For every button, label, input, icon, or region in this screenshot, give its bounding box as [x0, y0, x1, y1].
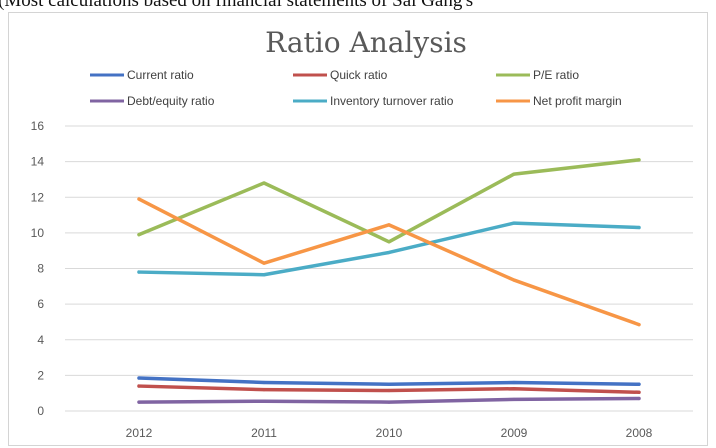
data-point: [262, 181, 266, 185]
series-line: [137, 221, 641, 277]
series-group: [137, 376, 641, 387]
legend-item: Quick ratio: [293, 68, 388, 82]
chart-title: Ratio Analysis: [265, 26, 467, 59]
data-point: [387, 388, 391, 393]
data-point: [262, 399, 266, 403]
cropped-caption-text: (Most calculations based on financial st…: [0, 0, 474, 11]
data-point: [512, 387, 516, 391]
series-group: [137, 221, 641, 277]
y-tick-label: 6: [37, 297, 44, 311]
series-group: [137, 197, 641, 327]
data-point: [137, 233, 141, 237]
data-point: [637, 396, 641, 401]
y-tick-label: 0: [37, 404, 44, 418]
x-tick-label: 2009: [501, 426, 528, 440]
legend: Current ratio Quick ratio P/E ratio Debt/eq…: [90, 68, 622, 108]
y-tick-label: 16: [31, 119, 45, 133]
data-point: [262, 380, 266, 385]
data-point: [637, 382, 641, 386]
data-point: [387, 400, 391, 404]
data-point: [637, 390, 641, 394]
legend-item: Debt/equity ratio: [90, 94, 215, 108]
data-point: [262, 261, 266, 265]
legend-item: Net profit margin: [496, 94, 622, 108]
data-point: [137, 400, 141, 404]
legend-label: P/E ratio: [533, 68, 579, 82]
legend-label: Net profit margin: [533, 94, 622, 108]
y-tick-label: 14: [31, 155, 45, 169]
x-tick-label: 2011: [251, 426, 277, 440]
data-point: [637, 158, 641, 162]
data-point: [512, 397, 516, 402]
series-group: [137, 384, 641, 395]
data-point: [512, 221, 516, 225]
y-tick-label: 4: [37, 333, 44, 347]
series-group: [137, 158, 641, 244]
gridlines: [65, 125, 693, 412]
data-point: [512, 172, 516, 176]
x-axis-ticks: 2012 2011 2010 2009 2008: [126, 426, 653, 440]
cropped-caption: (Most calculations based on financial st…: [0, 0, 716, 12]
legend-label: Quick ratio: [330, 68, 388, 82]
legend-item: Current ratio: [90, 68, 194, 82]
data-point: [637, 225, 641, 230]
x-tick-label: 2008: [626, 426, 653, 440]
y-tick-label: 10: [31, 226, 45, 240]
y-tick-label: 12: [31, 190, 45, 204]
data-point: [137, 197, 141, 201]
data-point: [512, 380, 516, 385]
data-point: [137, 270, 141, 274]
data-point: [262, 273, 266, 277]
y-axis-ticks: 0 2 4 6 8 10 12 14 16: [31, 119, 45, 418]
data-point: [387, 223, 391, 227]
data-point: [637, 323, 641, 327]
legend-label: Inventory turnover ratio: [330, 94, 454, 108]
series-group: [137, 396, 641, 404]
legend-label: Debt/equity ratio: [127, 94, 215, 108]
data-point: [137, 376, 141, 380]
data-point: [262, 388, 266, 392]
legend-label: Current ratio: [127, 68, 194, 82]
y-tick-label: 2: [37, 368, 44, 382]
legend-item: P/E ratio: [496, 68, 579, 82]
data-point: [137, 384, 141, 388]
series-lines: [137, 158, 641, 404]
data-point: [387, 250, 391, 255]
x-tick-label: 2012: [126, 426, 153, 440]
data-point: [387, 382, 391, 386]
data-point: [387, 240, 391, 244]
series-line: [137, 158, 641, 244]
x-tick-label: 2010: [376, 426, 403, 440]
series-line: [137, 197, 641, 327]
y-tick-label: 8: [37, 262, 44, 276]
legend-item: Inventory turnover ratio: [293, 94, 454, 108]
data-point: [512, 278, 516, 282]
